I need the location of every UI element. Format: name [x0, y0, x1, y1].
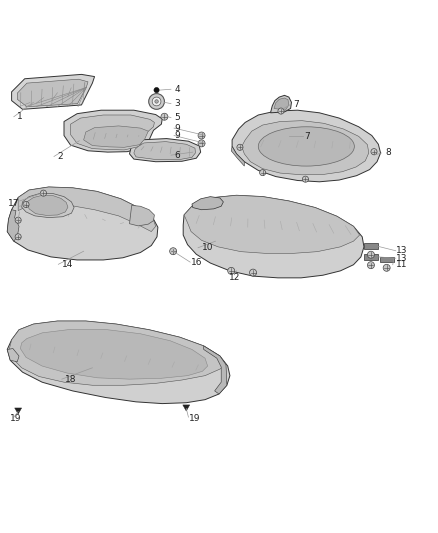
Polygon shape	[364, 254, 378, 260]
Circle shape	[149, 94, 164, 109]
Circle shape	[371, 149, 377, 155]
Text: 13: 13	[396, 254, 408, 263]
Text: 14: 14	[62, 260, 73, 269]
Polygon shape	[7, 187, 158, 260]
Circle shape	[15, 234, 21, 240]
Circle shape	[250, 269, 257, 276]
Text: 5: 5	[174, 113, 180, 122]
Polygon shape	[130, 205, 154, 226]
Text: 10: 10	[201, 243, 213, 252]
Circle shape	[383, 264, 390, 271]
Polygon shape	[231, 147, 244, 166]
Polygon shape	[12, 75, 95, 109]
Polygon shape	[17, 79, 88, 107]
Circle shape	[155, 100, 158, 103]
Text: 13: 13	[396, 246, 408, 255]
Polygon shape	[64, 110, 162, 152]
Text: 8: 8	[385, 149, 391, 157]
Circle shape	[278, 108, 284, 114]
Polygon shape	[10, 321, 226, 385]
Circle shape	[161, 113, 168, 120]
Text: 3: 3	[174, 99, 180, 108]
Text: 9: 9	[174, 131, 180, 140]
Polygon shape	[7, 210, 19, 241]
Circle shape	[302, 176, 308, 182]
Polygon shape	[271, 95, 291, 113]
Circle shape	[367, 251, 374, 258]
Polygon shape	[130, 139, 201, 161]
Polygon shape	[20, 329, 208, 379]
Text: 16: 16	[191, 257, 202, 266]
Text: 7: 7	[293, 100, 299, 109]
Text: 11: 11	[396, 260, 408, 269]
Polygon shape	[21, 193, 74, 217]
Polygon shape	[134, 142, 195, 159]
Circle shape	[15, 217, 21, 223]
Polygon shape	[18, 187, 155, 231]
Polygon shape	[184, 195, 360, 253]
Circle shape	[154, 87, 159, 93]
Text: 9: 9	[174, 124, 180, 133]
Polygon shape	[192, 197, 223, 210]
Text: 17: 17	[7, 199, 19, 208]
Text: 12: 12	[229, 273, 240, 282]
Text: 4: 4	[174, 85, 180, 94]
Polygon shape	[183, 195, 364, 278]
Polygon shape	[14, 408, 21, 414]
Circle shape	[152, 97, 161, 106]
Circle shape	[40, 190, 46, 196]
Polygon shape	[204, 346, 227, 394]
Text: 1: 1	[17, 112, 23, 121]
Polygon shape	[274, 98, 289, 110]
Circle shape	[198, 140, 205, 147]
Polygon shape	[27, 195, 68, 215]
Polygon shape	[84, 126, 148, 147]
Circle shape	[367, 262, 374, 269]
Text: 19: 19	[11, 414, 22, 423]
Ellipse shape	[258, 127, 354, 166]
Text: 19: 19	[189, 414, 201, 423]
Polygon shape	[380, 257, 394, 262]
Circle shape	[260, 169, 266, 176]
Circle shape	[228, 268, 235, 274]
Text: 7: 7	[304, 132, 310, 141]
Polygon shape	[7, 349, 19, 362]
Text: 2: 2	[57, 152, 63, 161]
Polygon shape	[242, 120, 369, 175]
Polygon shape	[183, 405, 190, 411]
Text: 6: 6	[174, 151, 180, 160]
Polygon shape	[71, 115, 154, 150]
Polygon shape	[7, 321, 230, 403]
Circle shape	[170, 248, 177, 255]
Circle shape	[23, 201, 29, 207]
Text: 18: 18	[65, 375, 77, 384]
Polygon shape	[364, 244, 378, 249]
Circle shape	[237, 144, 243, 150]
Circle shape	[198, 132, 205, 139]
Polygon shape	[232, 110, 381, 182]
